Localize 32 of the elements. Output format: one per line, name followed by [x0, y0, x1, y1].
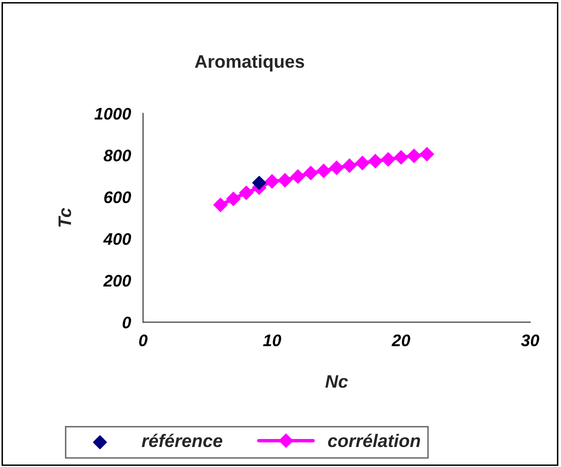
point — [226, 192, 240, 206]
point — [394, 150, 408, 164]
y-tick-label: 0 — [122, 316, 132, 328]
legend-label: corrélation — [328, 434, 420, 448]
point — [355, 156, 370, 170]
x-tick-label: 10 — [263, 334, 282, 346]
x-tick-label: 30 — [521, 334, 540, 346]
y-axis-title: Tc — [58, 208, 72, 227]
point — [304, 166, 318, 180]
y-tick-label: 200 — [103, 274, 132, 287]
y-tick-label: 600 — [104, 191, 132, 204]
chart-title: Aromatiques — [194, 54, 304, 72]
point — [316, 164, 331, 178]
point — [406, 148, 422, 163]
point — [265, 174, 280, 188]
point — [420, 147, 434, 162]
y-tick-label: 1000 — [94, 108, 132, 120]
point — [381, 152, 396, 166]
point — [342, 158, 357, 173]
y-tick-label: 800 — [104, 150, 132, 162]
point — [278, 173, 292, 188]
x-axis-title: Nc — [325, 375, 348, 388]
point — [290, 169, 305, 184]
point — [213, 198, 228, 212]
legend-label: référence — [142, 434, 222, 448]
point — [252, 176, 266, 190]
y-tick-label: 400 — [103, 233, 132, 245]
point — [330, 160, 344, 175]
point — [368, 154, 382, 168]
point — [239, 186, 254, 200]
x-tick-label: 20 — [392, 334, 410, 346]
x-tick-label: 0 — [139, 334, 148, 346]
